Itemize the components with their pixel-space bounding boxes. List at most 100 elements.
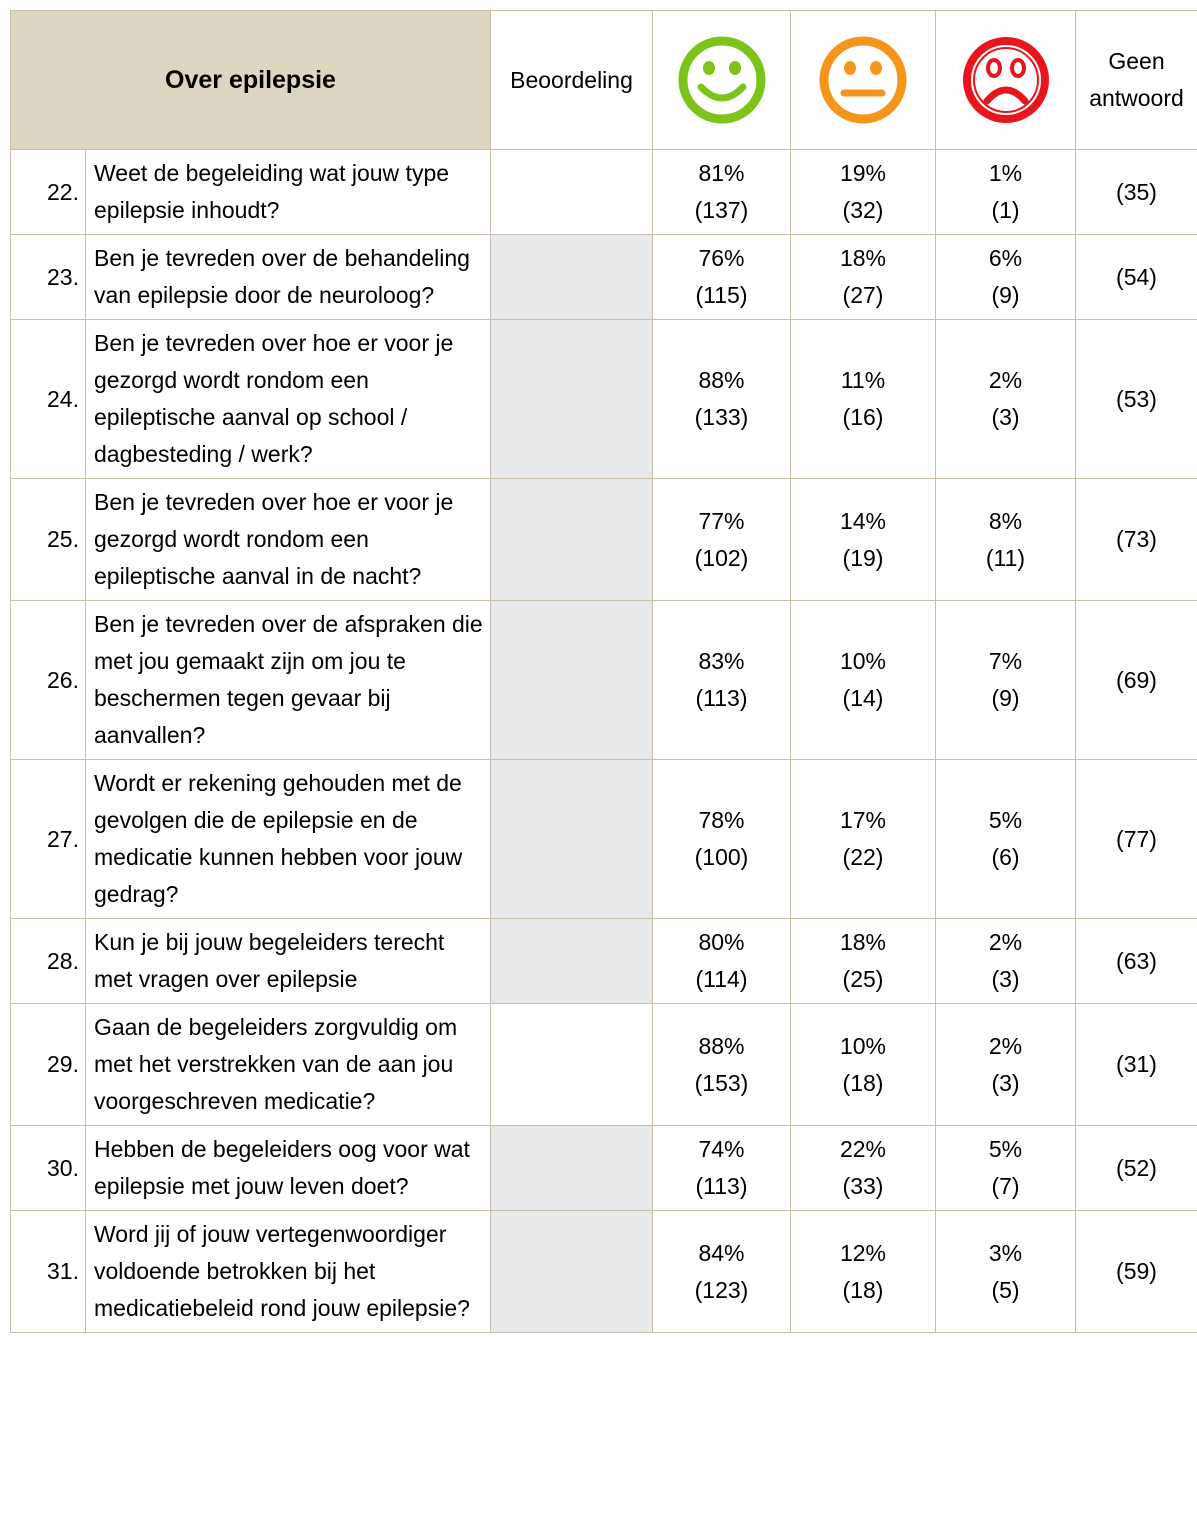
no-answer-count: (77) [1075,759,1197,919]
question: Gaan de begeleiders zorgvuldig om met he… [85,1003,491,1126]
question-number: 24. [10,319,86,479]
question: Ben je tevreden over de behandeling van … [85,234,491,320]
row: 24. Ben je tevreden over hoe er voor je g… [10,319,1197,479]
neutral-cell: 22% (33) [790,1125,936,1211]
sad-count: (9) [991,282,1020,308]
happy-count: (137) [694,197,749,223]
question-number: 31. [10,1210,86,1333]
neutral-cell: 18% (25) [790,918,936,1004]
rating-cell [490,759,653,919]
neutral-count: (25) [842,966,884,992]
happy-icon [678,36,765,124]
neutral-cell: 12% (18) [790,1210,936,1333]
no-answer-count: (69) [1075,600,1197,760]
neutral-icon [819,36,907,124]
happy-count: (100) [694,844,749,870]
happy-count: (114) [695,966,748,992]
happy-percent: 88% [698,367,745,393]
neutral-count: (18) [842,1069,884,1096]
question: Hebben de begeleiders oog voor wat epile… [85,1125,491,1211]
question-number: 29. [10,1003,86,1126]
row: 26. Ben je tevreden over de afspraken die… [10,600,1197,760]
question-number: 25. [10,478,86,601]
happy-cell: 84% (123) [652,1210,791,1333]
question-number: 30. [10,1125,86,1211]
sad-percent: 2% [988,1032,1023,1059]
row: 23. Ben je tevreden over de behandeling v… [10,234,1197,320]
question-number: 27. [10,759,86,919]
neutral-cell: 10% (18) [790,1003,936,1126]
question: Ben je tevreden over hoe er voor je gezo… [85,478,491,601]
neutral-cell: 14% (19) [790,478,936,601]
sad-cell: 6% (9) [935,234,1076,320]
happy-percent: 78% [698,807,745,833]
happy-cell: 80% (114) [652,918,791,1004]
row: 29. Gaan de begeleiders zorgvuldig om met… [10,1003,1197,1126]
happy-percent: 76% [698,245,745,271]
happy-cell: 78% (100) [652,759,791,919]
neutral-cell: 10% (14) [790,600,936,760]
no-answer-count: (31) [1075,1003,1197,1126]
happy-header [652,10,791,150]
neutral-percent: 10% [839,648,887,674]
sad-count: (9) [991,685,1020,711]
sad-percent: 1% [988,160,1023,186]
question: Ben je tevreden over de afspraken die me… [85,600,491,760]
question-number: 23. [10,234,86,320]
no-answer-count: (63) [1075,918,1197,1004]
happy-count: (153) [694,1069,749,1096]
no-answer-count: (53) [1075,319,1197,479]
sad-count: (1) [991,197,1020,223]
happy-count: (123) [694,1276,749,1303]
sad-percent: 6% [988,245,1023,271]
neutral-percent: 17% [839,807,887,833]
question-number: 28. [10,918,86,1004]
neutral-count: (14) [842,685,884,711]
neutral-percent: 19% [839,160,887,186]
rating-cell [490,149,653,235]
sad-header [935,10,1076,150]
happy-percent: 88% [698,1032,745,1059]
sad-cell: 3% (5) [935,1210,1076,1333]
sad-icon [962,37,1049,123]
sad-percent: 5% [988,1136,1023,1162]
rating-cell [490,478,653,601]
neutral-count: (18) [842,1276,884,1303]
sad-percent: 2% [988,367,1023,393]
neutral-count: (27) [842,282,884,308]
table-body: 22. Weet de begeleiding wat jouw type epi… [10,149,1197,1333]
sad-count: (3) [991,404,1020,430]
happy-cell: 88% (133) [652,319,791,479]
sad-count: (5) [991,1276,1020,1303]
rating-header: Beoordeling [490,10,653,150]
neutral-percent: 14% [839,507,887,534]
neutral-count: (32) [842,197,884,223]
neutral-cell: 17% (22) [790,759,936,919]
sad-cell: 2% (3) [935,918,1076,1004]
no-answer-count: (35) [1075,149,1197,235]
happy-cell: 88% (153) [652,1003,791,1126]
neutral-percent: 22% [839,1136,887,1162]
sad-cell: 2% (3) [935,319,1076,479]
happy-count: (113) [695,685,748,711]
rating-cell [490,1125,653,1211]
happy-percent: 83% [698,648,745,674]
happy-percent: 74% [698,1136,745,1162]
section-title: Over epilepsie [10,10,491,150]
row: 28. Kun je bij jouw begeleiders terecht m… [10,918,1197,1004]
neutral-cell: 19% (32) [790,149,936,235]
neutral-count: (19) [842,544,884,571]
happy-cell: 76% (115) [652,234,791,320]
question: Word jij of jouw vertegenwoordiger voldo… [85,1210,491,1333]
no-answer-count: (54) [1075,234,1197,320]
neutral-percent: 11% [840,367,886,393]
neutral-percent: 10% [839,1032,887,1059]
happy-cell: 81% (137) [652,149,791,235]
header-row: Over epilepsie Beoordeling [10,10,1197,150]
sad-cell: 5% (7) [935,1125,1076,1211]
sad-cell: 2% (3) [935,1003,1076,1126]
neutral-count: (33) [842,1173,884,1199]
happy-percent: 81% [698,160,745,186]
sad-count: (3) [991,966,1020,992]
no-answer-header: Geen antwoord [1075,10,1197,150]
